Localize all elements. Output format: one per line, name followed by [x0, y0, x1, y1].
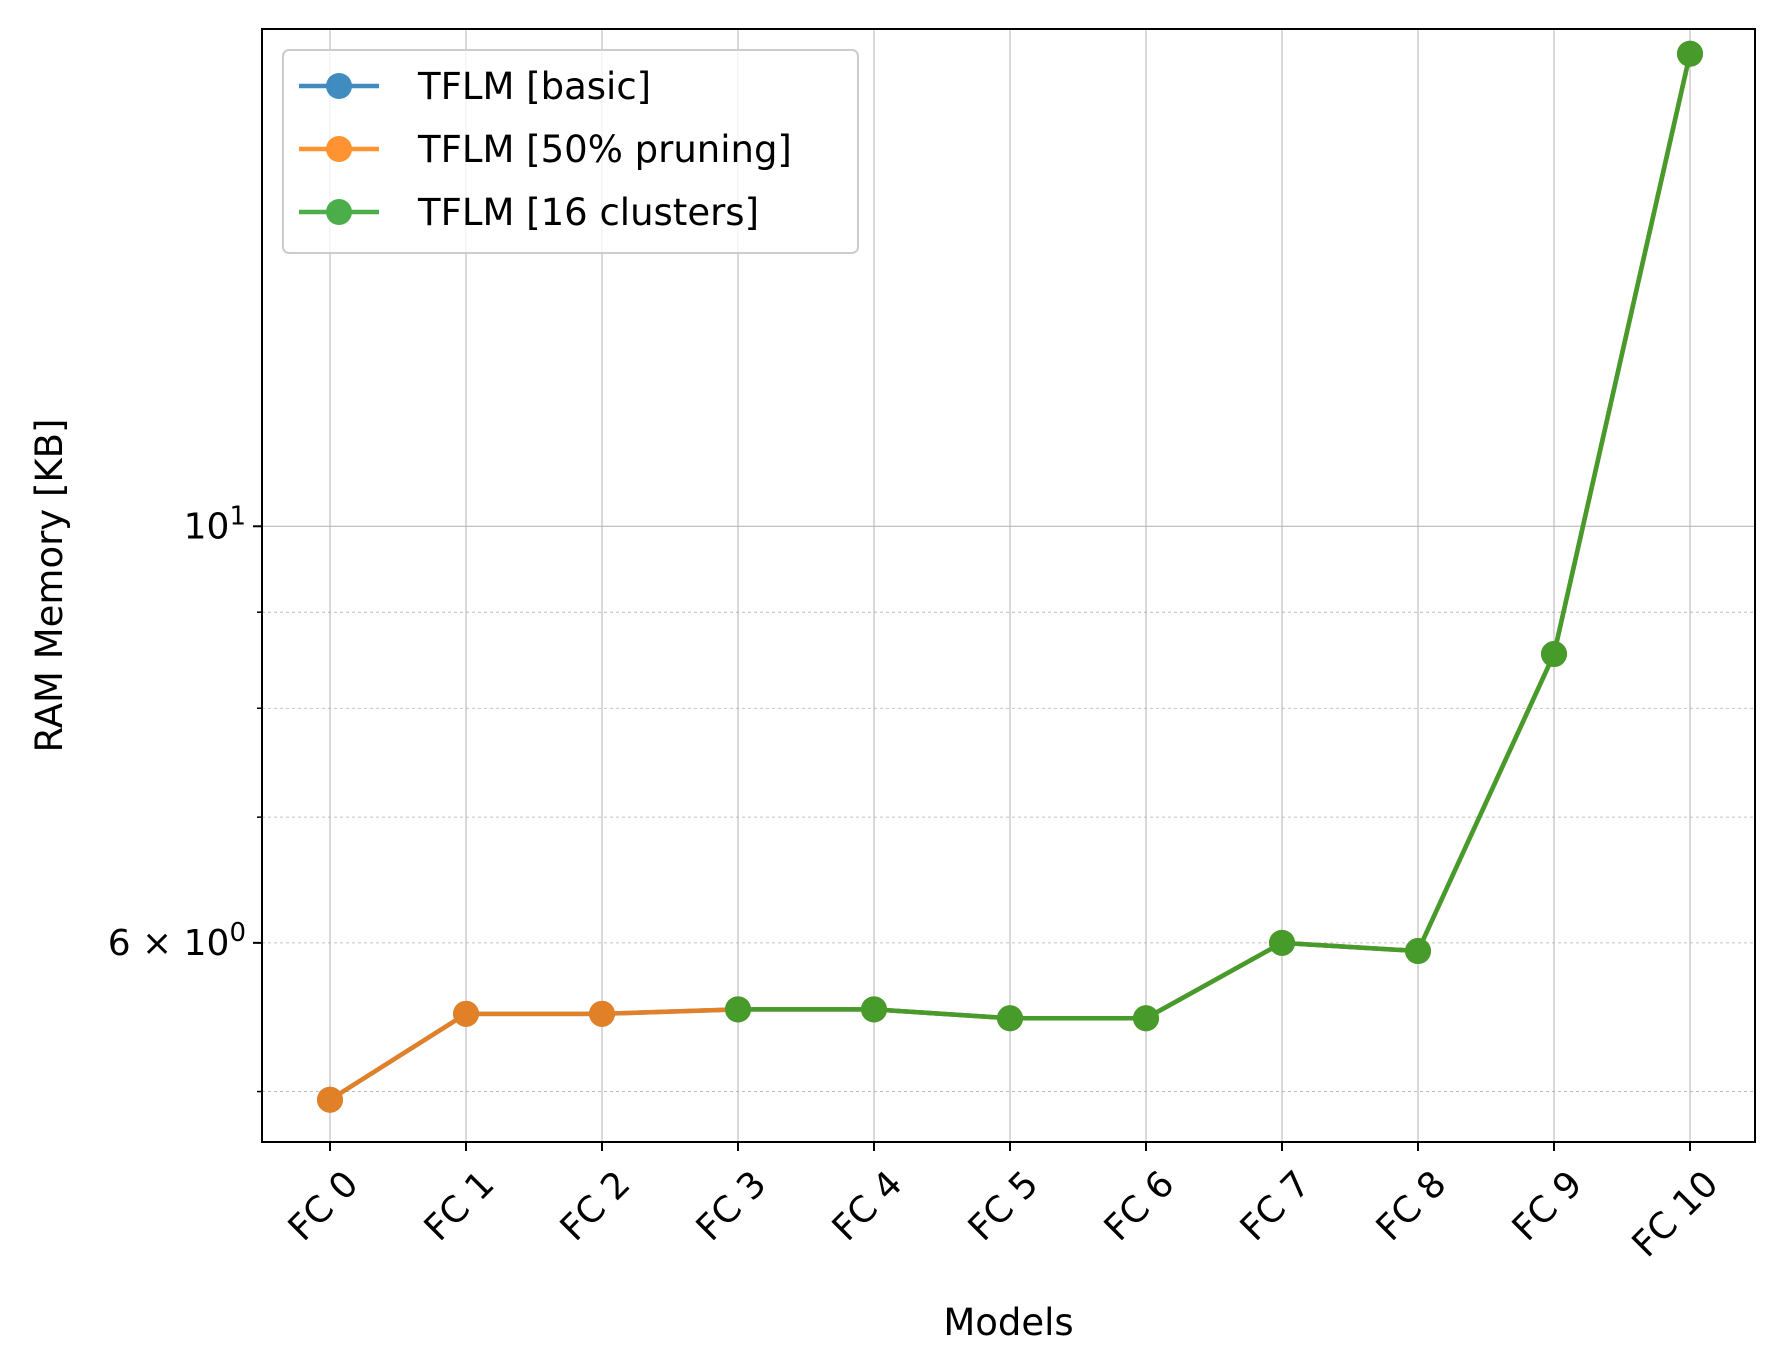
legend-label: TFLM [16 clusters] [417, 191, 759, 234]
series-line [738, 53, 1693, 1021]
series-3 [725, 40, 1703, 1032]
y-tick-label: 6 × 100 [108, 918, 246, 964]
legend-marker [326, 136, 352, 162]
legend-box [282, 49, 859, 254]
grid [262, 29, 1755, 1142]
data-point [1133, 1005, 1159, 1032]
data-point [1269, 929, 1295, 956]
data-point [725, 996, 751, 1023]
legend-item [299, 136, 379, 162]
legend-label: TFLM [basic] [417, 65, 651, 108]
data-point [317, 1086, 343, 1113]
data-point [1541, 641, 1567, 668]
y-tick-label: 101 [184, 501, 246, 547]
data-point [861, 996, 887, 1023]
x-axis-label: Models [943, 1301, 1073, 1344]
data-point [1677, 40, 1703, 67]
data-point [997, 1005, 1023, 1032]
plot-frame [261, 28, 1756, 1143]
data-point [589, 1000, 615, 1027]
legend: TFLM [basic] TFLM [50% pruning] TFLM [16 c… [282, 49, 859, 254]
data-point [1405, 938, 1431, 965]
series-layer [317, 40, 1703, 1113]
data-point [453, 1000, 479, 1027]
y-axis-label: RAM Memory [KB] [28, 419, 71, 753]
legend-label: TFLM [50% pruning] [417, 128, 792, 171]
legend-item [299, 73, 379, 99]
legend-marker [326, 73, 352, 99]
legend-item [299, 199, 379, 225]
legend-marker [326, 199, 352, 225]
